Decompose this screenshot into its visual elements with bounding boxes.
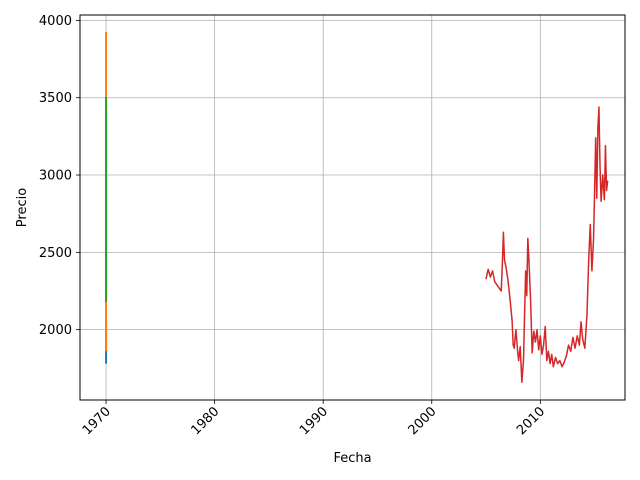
plot-area-frame [79, 14, 626, 401]
y-tick-label: 2500 [39, 246, 72, 261]
y-tick-label: 3000 [39, 169, 72, 184]
y-axis-label: Precio [15, 188, 30, 227]
grid [80, 15, 625, 400]
x-tick-label: 2000 [406, 404, 440, 438]
y-tick-label: 3500 [39, 91, 72, 106]
y-tick-label: 2000 [39, 323, 72, 338]
x-tick-label: 1990 [297, 404, 331, 438]
series-line-3 [485, 106, 609, 383]
series-lines [105, 31, 609, 383]
axis-ticks: 1970 1980 1990 2000 2010 2000 2500 3000 3500 4000 [39, 14, 548, 438]
y-tick-label: 4000 [39, 14, 72, 29]
x-tick-label: 2010 [514, 404, 548, 438]
x-tick-label: 1980 [188, 404, 222, 438]
x-axis-label: Fecha [333, 451, 371, 466]
x-tick-label: 1970 [80, 404, 114, 438]
